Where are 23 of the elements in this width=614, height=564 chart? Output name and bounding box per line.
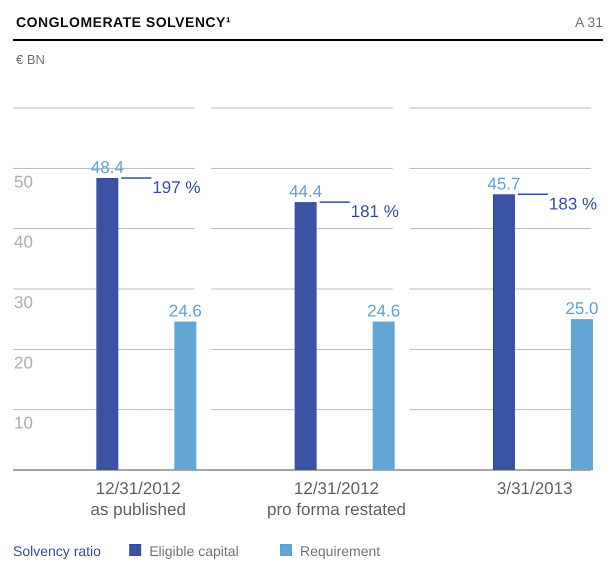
- chart-title: CONGLOMERATE SOLVENCY¹: [16, 14, 232, 30]
- data-label: 48.4: [90, 158, 124, 177]
- y-tick-label: 50: [14, 172, 33, 192]
- chart-subtitle: A 31: [574, 14, 604, 30]
- y-tick-label: 10: [14, 414, 33, 433]
- y-axis-title: € BN: [16, 52, 45, 67]
- data-label: 24.6: [168, 302, 202, 321]
- annotation: 183 %: [548, 194, 598, 214]
- data-label: 45.7: [487, 174, 520, 194]
- data-label: 25.0: [565, 299, 598, 318]
- x-tick-label: 3/31/2013: [496, 479, 573, 498]
- legend-label: Requirement: [300, 543, 380, 559]
- x-tick-label: 12/31/2012 pro forma restated: [267, 479, 406, 519]
- legend-label: Eligible capital: [149, 543, 239, 559]
- text: Solvency ratio: [13, 543, 102, 559]
- x-tick-label: 12/31/2012 as published: [90, 479, 186, 519]
- y-tick-label: 30: [14, 293, 33, 312]
- annotation: 197 %: [152, 178, 201, 197]
- y-tick-label: 40: [14, 232, 33, 252]
- data-label: 44.4: [289, 182, 322, 202]
- annotation: 181 %: [350, 202, 399, 222]
- y-tick-label: 20: [14, 353, 33, 372]
- data-label: 24.6: [367, 302, 400, 321]
